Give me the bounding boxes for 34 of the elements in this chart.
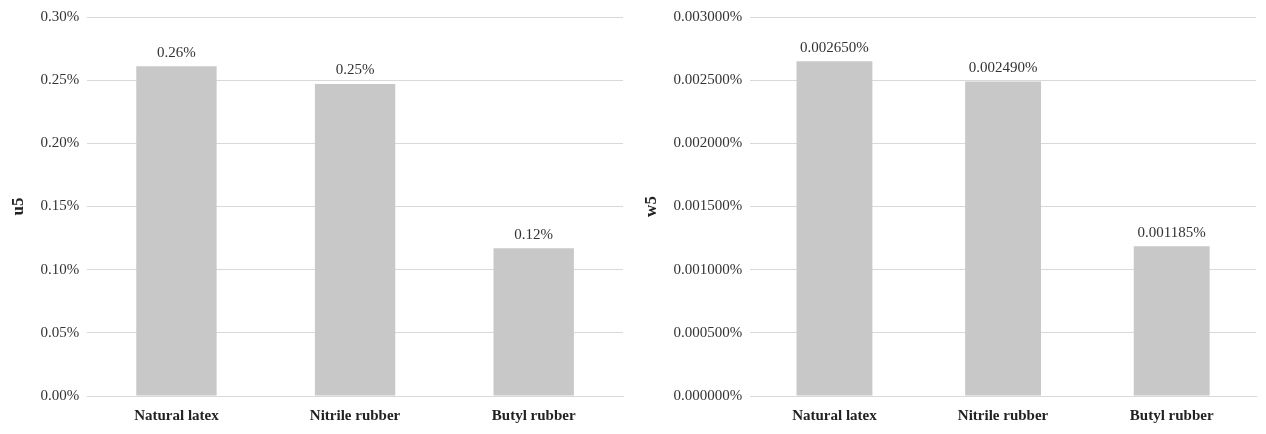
y-tick-label: 0.30% — [40, 7, 80, 24]
bar — [136, 66, 217, 396]
x-tick-label: Nitrile rubber — [957, 406, 1049, 423]
x-tick-label: Natural latex — [134, 406, 220, 423]
bar — [314, 83, 396, 396]
x-tick-label: Butyl rubber — [491, 406, 576, 423]
y-tick-label: 0.10% — [40, 260, 80, 277]
bar — [493, 248, 574, 396]
y-tick-label: 0.001000% — [673, 260, 743, 277]
x-tick-label: Nitrile rubber — [309, 406, 401, 423]
data-label: 0.002490% — [968, 58, 1038, 75]
y-tick-label: 0.003000% — [673, 7, 743, 24]
y-tick-label: 0.15% — [40, 197, 80, 214]
data-label: 0.001185% — [1137, 223, 1206, 240]
x-tick-label: Butyl rubber — [1129, 406, 1214, 423]
data-label: 0.25% — [335, 61, 375, 78]
y-tick-label: 0.000000% — [673, 386, 743, 403]
y-tick-label: 0.20% — [40, 134, 80, 151]
bar — [1133, 246, 1210, 396]
x-tick-label: Natural latex — [792, 406, 878, 423]
y-tick-label: 0.001500% — [673, 197, 743, 214]
bar — [796, 61, 873, 396]
data-label: 0.12% — [514, 225, 554, 242]
y-axis-title: w5 — [640, 196, 660, 217]
y-tick-label: 0.002000% — [673, 134, 743, 151]
y-tick-label: 0.05% — [40, 323, 80, 340]
data-label: 0.26% — [157, 43, 196, 60]
y-tick-label: 0.25% — [40, 71, 80, 88]
y-tick-label: 0.000500% — [673, 323, 743, 340]
data-label: 0.002650% — [800, 38, 869, 55]
y-tick-label: 0.002500% — [673, 71, 743, 88]
y-axis-title: u5 — [7, 197, 27, 216]
bar — [965, 81, 1042, 396]
y-tick-label: 0.00% — [40, 386, 80, 403]
